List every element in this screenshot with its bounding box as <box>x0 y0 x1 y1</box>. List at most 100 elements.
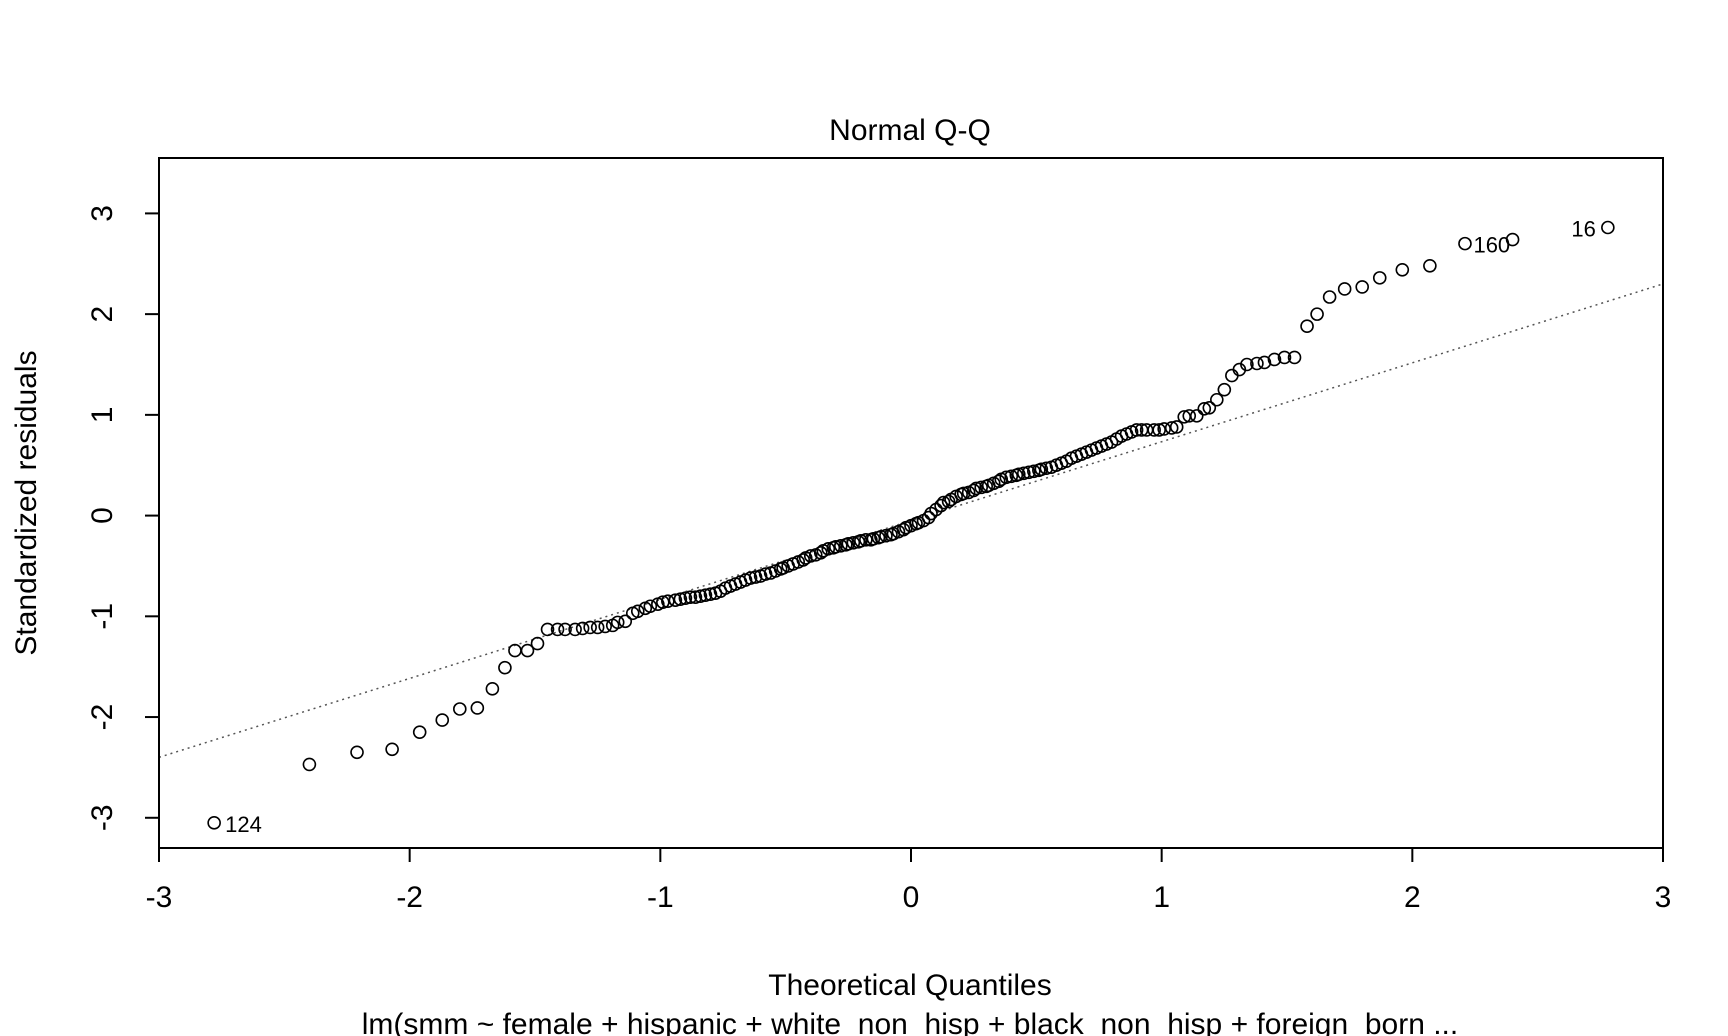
data-point <box>796 553 811 567</box>
data-point <box>999 470 1014 485</box>
data-point <box>470 701 485 715</box>
data-point <box>1011 467 1026 482</box>
data-point <box>1257 355 1272 370</box>
data-point <box>1152 423 1166 437</box>
data-point <box>1322 290 1337 304</box>
data-point <box>956 486 971 501</box>
x-tick-label: -2 <box>396 881 423 914</box>
data-point <box>879 528 893 543</box>
data-point <box>550 622 565 637</box>
y-axis-label: Standardized residuals <box>10 350 43 655</box>
data-point <box>841 536 856 551</box>
data-point <box>1189 409 1204 423</box>
data-point <box>936 495 951 510</box>
plot-frame <box>158 157 1664 849</box>
data-point <box>966 483 981 498</box>
data-point <box>1210 392 1224 407</box>
data-point <box>1027 464 1041 479</box>
data-point <box>1164 421 1179 435</box>
point-label: 124 <box>225 812 262 837</box>
data-point <box>540 622 555 637</box>
data-point <box>1423 258 1437 273</box>
data-point <box>1505 232 1520 247</box>
data-point <box>610 615 625 630</box>
data-point <box>834 539 848 553</box>
data-point <box>412 725 427 739</box>
data-point <box>1034 462 1049 477</box>
data-point <box>668 593 683 608</box>
data-point <box>846 535 861 550</box>
data-point <box>618 614 633 629</box>
x-tick-label: 0 <box>903 881 920 914</box>
data-point <box>435 713 450 727</box>
data-point <box>1129 423 1144 437</box>
data-point <box>1147 423 1161 437</box>
data-point <box>969 481 983 496</box>
data-point <box>350 745 364 760</box>
data-point <box>934 498 948 513</box>
data-point <box>874 529 888 544</box>
data-point <box>302 757 317 772</box>
data-point <box>1039 461 1054 476</box>
data-point <box>1250 356 1264 371</box>
data-point <box>656 595 670 610</box>
data-point <box>683 590 698 604</box>
data-point <box>813 546 828 560</box>
x-axis-label: Theoretical Quantiles <box>768 969 1051 1002</box>
y-axis: -3 -2 -1 0 1 2 3 <box>86 205 160 831</box>
data-point <box>1197 402 1212 416</box>
data-point <box>866 531 881 546</box>
y-tick-label: 2 <box>86 306 119 323</box>
data-point <box>530 636 545 651</box>
data-point <box>1202 401 1217 415</box>
data-point <box>1337 282 1352 296</box>
chart-subtitle: lm(smm ~ female + hispanic + white_non_h… <box>362 1008 1458 1036</box>
data-point <box>643 599 658 614</box>
x-axis: -3 -2 -1 0 1 2 3 <box>146 847 1671 914</box>
x-tick-label: -3 <box>146 881 173 914</box>
data-point <box>558 622 572 637</box>
data-point <box>693 589 708 603</box>
data-point <box>1310 307 1324 321</box>
data-point <box>1004 469 1019 484</box>
data-point <box>854 533 868 548</box>
y-tick-label: -1 <box>86 603 119 630</box>
data-point <box>452 702 467 716</box>
y-tick-label: 1 <box>86 407 119 424</box>
data-point <box>1016 466 1031 481</box>
data-point <box>821 542 836 556</box>
data-point <box>598 619 612 634</box>
data-point <box>207 816 221 830</box>
data-point <box>748 570 763 584</box>
data-point <box>896 522 911 537</box>
y-tick-label: -2 <box>86 704 119 731</box>
y-tick-label: 0 <box>86 507 119 524</box>
data-point <box>803 549 818 563</box>
data-point <box>590 620 605 635</box>
data-point <box>859 532 873 547</box>
data-point <box>508 643 522 658</box>
data-point <box>688 590 703 604</box>
data-point <box>1240 357 1254 372</box>
data-point <box>575 621 590 636</box>
data-point <box>1458 236 1472 251</box>
data-point <box>703 587 718 601</box>
points-layer <box>207 220 1615 830</box>
data-point <box>583 620 597 635</box>
data-point <box>1601 220 1615 235</box>
data-point <box>630 604 645 619</box>
data-point <box>1169 420 1184 434</box>
data-point <box>673 592 688 606</box>
data-point <box>1217 382 1232 397</box>
chart-title: Normal Q-Q <box>829 114 991 147</box>
point-labels-layer: 124 160 16 <box>225 217 1596 837</box>
data-point <box>828 540 843 554</box>
data-point <box>661 594 675 609</box>
data-point <box>1225 368 1239 383</box>
y-tick-label: -3 <box>86 804 119 831</box>
data-point <box>1267 352 1282 367</box>
data-point <box>520 643 535 658</box>
point-label: 16 <box>1571 217 1595 242</box>
data-point <box>743 571 758 585</box>
